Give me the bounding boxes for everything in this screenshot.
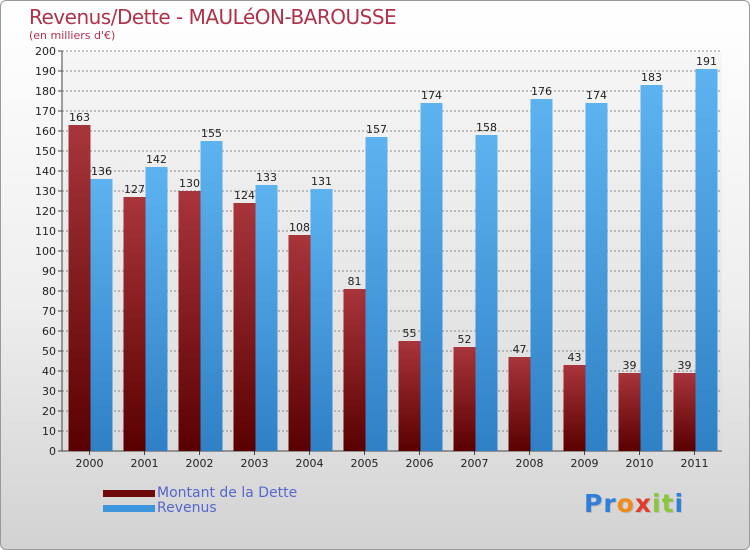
value-label-dette: 47 xyxy=(513,343,527,356)
y-tick-label: 160 xyxy=(35,125,56,138)
bar-revenus xyxy=(695,69,718,451)
bar-dette xyxy=(123,197,146,451)
x-tick-label: 2002 xyxy=(186,457,214,470)
logo-letter: o xyxy=(616,489,635,518)
bar-dette xyxy=(618,373,641,451)
bar-revenus xyxy=(640,85,663,451)
y-tick-label: 100 xyxy=(35,245,56,258)
y-tick-label: 200 xyxy=(35,45,56,58)
legend-label-dette: Montant de la Dette xyxy=(157,485,298,501)
bar-dette xyxy=(343,289,366,451)
legend-swatch-revenus xyxy=(103,505,155,512)
value-label-dette: 39 xyxy=(623,359,637,372)
y-tick-label: 10 xyxy=(42,425,56,438)
bar-revenus xyxy=(585,103,608,451)
y-tick-label: 150 xyxy=(35,145,56,158)
value-label-dette: 130 xyxy=(179,177,200,190)
bar-revenus xyxy=(365,137,388,451)
y-tick-label: 140 xyxy=(35,165,56,178)
logo-letter: i xyxy=(652,489,662,518)
logo-letter: P xyxy=(584,489,604,518)
y-tick-label: 190 xyxy=(35,65,56,78)
logo-letter: x xyxy=(634,489,652,518)
y-tick-label: 110 xyxy=(35,225,56,238)
bar-dette xyxy=(398,341,421,451)
y-tick-label: 130 xyxy=(35,185,56,198)
y-tick-label: 20 xyxy=(42,405,56,418)
x-tick-label: 2001 xyxy=(131,457,159,470)
value-label-revenus: 136 xyxy=(91,165,112,178)
logo-letter: i xyxy=(674,489,685,518)
bar-revenus xyxy=(310,189,333,451)
bar-revenus xyxy=(200,141,223,451)
value-label-dette: 127 xyxy=(124,183,145,196)
value-label-revenus: 155 xyxy=(201,127,222,140)
bar-revenus xyxy=(255,185,278,451)
bar-dette xyxy=(178,191,201,451)
y-tick-label: 70 xyxy=(42,305,56,318)
bar-dette xyxy=(233,203,256,451)
legend-label-revenus: Revenus xyxy=(157,500,217,516)
bar-dette xyxy=(68,125,91,451)
value-label-dette: 55 xyxy=(403,327,417,340)
bar-revenus xyxy=(145,167,168,451)
value-label-dette: 43 xyxy=(568,351,582,364)
x-tick-label: 2004 xyxy=(296,457,324,470)
bar-revenus xyxy=(530,99,553,451)
x-tick-label: 2007 xyxy=(461,457,489,470)
bar-dette xyxy=(673,373,696,451)
value-label-revenus: 176 xyxy=(531,85,552,98)
bar-revenus xyxy=(90,179,113,451)
y-tick-label: 30 xyxy=(42,385,56,398)
proxiti-logo: Proxiti xyxy=(584,489,684,518)
value-label-revenus: 183 xyxy=(641,71,662,84)
x-tick-label: 2008 xyxy=(516,457,544,470)
value-label-dette: 81 xyxy=(348,275,362,288)
chart-title: Revenus/Dette - MAULéON-BAROUSSE xyxy=(29,5,397,29)
y-tick-label: 80 xyxy=(42,285,56,298)
x-tick-label: 2006 xyxy=(406,457,434,470)
value-label-dette: 52 xyxy=(458,333,472,346)
y-tick-label: 0 xyxy=(49,445,56,458)
bar-revenus xyxy=(420,103,443,451)
value-label-dette: 163 xyxy=(69,111,90,124)
y-tick-label: 60 xyxy=(42,325,56,338)
value-label-revenus: 174 xyxy=(421,89,442,102)
bar-dette xyxy=(563,365,586,451)
value-label-dette: 108 xyxy=(289,221,310,234)
x-tick-label: 2000 xyxy=(76,457,104,470)
legend-swatch-dette xyxy=(103,490,155,497)
x-tick-label: 2010 xyxy=(626,457,654,470)
value-label-revenus: 191 xyxy=(696,55,717,68)
x-tick-label: 2011 xyxy=(681,457,709,470)
y-tick-label: 90 xyxy=(42,265,56,278)
value-label-dette: 124 xyxy=(234,189,255,202)
y-tick-label: 170 xyxy=(35,105,56,118)
value-label-revenus: 158 xyxy=(476,121,497,134)
value-label-revenus: 142 xyxy=(146,153,167,166)
y-tick-label: 40 xyxy=(42,365,56,378)
x-tick-label: 2005 xyxy=(351,457,379,470)
logo-letter: t xyxy=(661,489,675,518)
logo-letter: r xyxy=(603,489,617,518)
value-label-revenus: 133 xyxy=(256,171,277,184)
y-tick-label: 180 xyxy=(35,85,56,98)
bar-dette xyxy=(453,347,476,451)
y-tick-label: 120 xyxy=(35,205,56,218)
value-label-revenus: 157 xyxy=(366,123,387,136)
bar-dette xyxy=(288,235,311,451)
x-tick-label: 2009 xyxy=(571,457,599,470)
value-label-dette: 39 xyxy=(678,359,692,372)
y-tick-label: 50 xyxy=(42,345,56,358)
value-label-revenus: 131 xyxy=(311,175,332,188)
bar-dette xyxy=(508,357,531,451)
value-label-revenus: 174 xyxy=(586,89,607,102)
x-tick-label: 2003 xyxy=(241,457,269,470)
chart-subtitle: (en milliers d'€) xyxy=(29,29,116,42)
bar-revenus xyxy=(475,135,498,451)
